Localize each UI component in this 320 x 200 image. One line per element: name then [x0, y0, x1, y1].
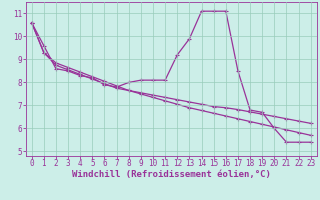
- X-axis label: Windchill (Refroidissement éolien,°C): Windchill (Refroidissement éolien,°C): [72, 170, 271, 179]
